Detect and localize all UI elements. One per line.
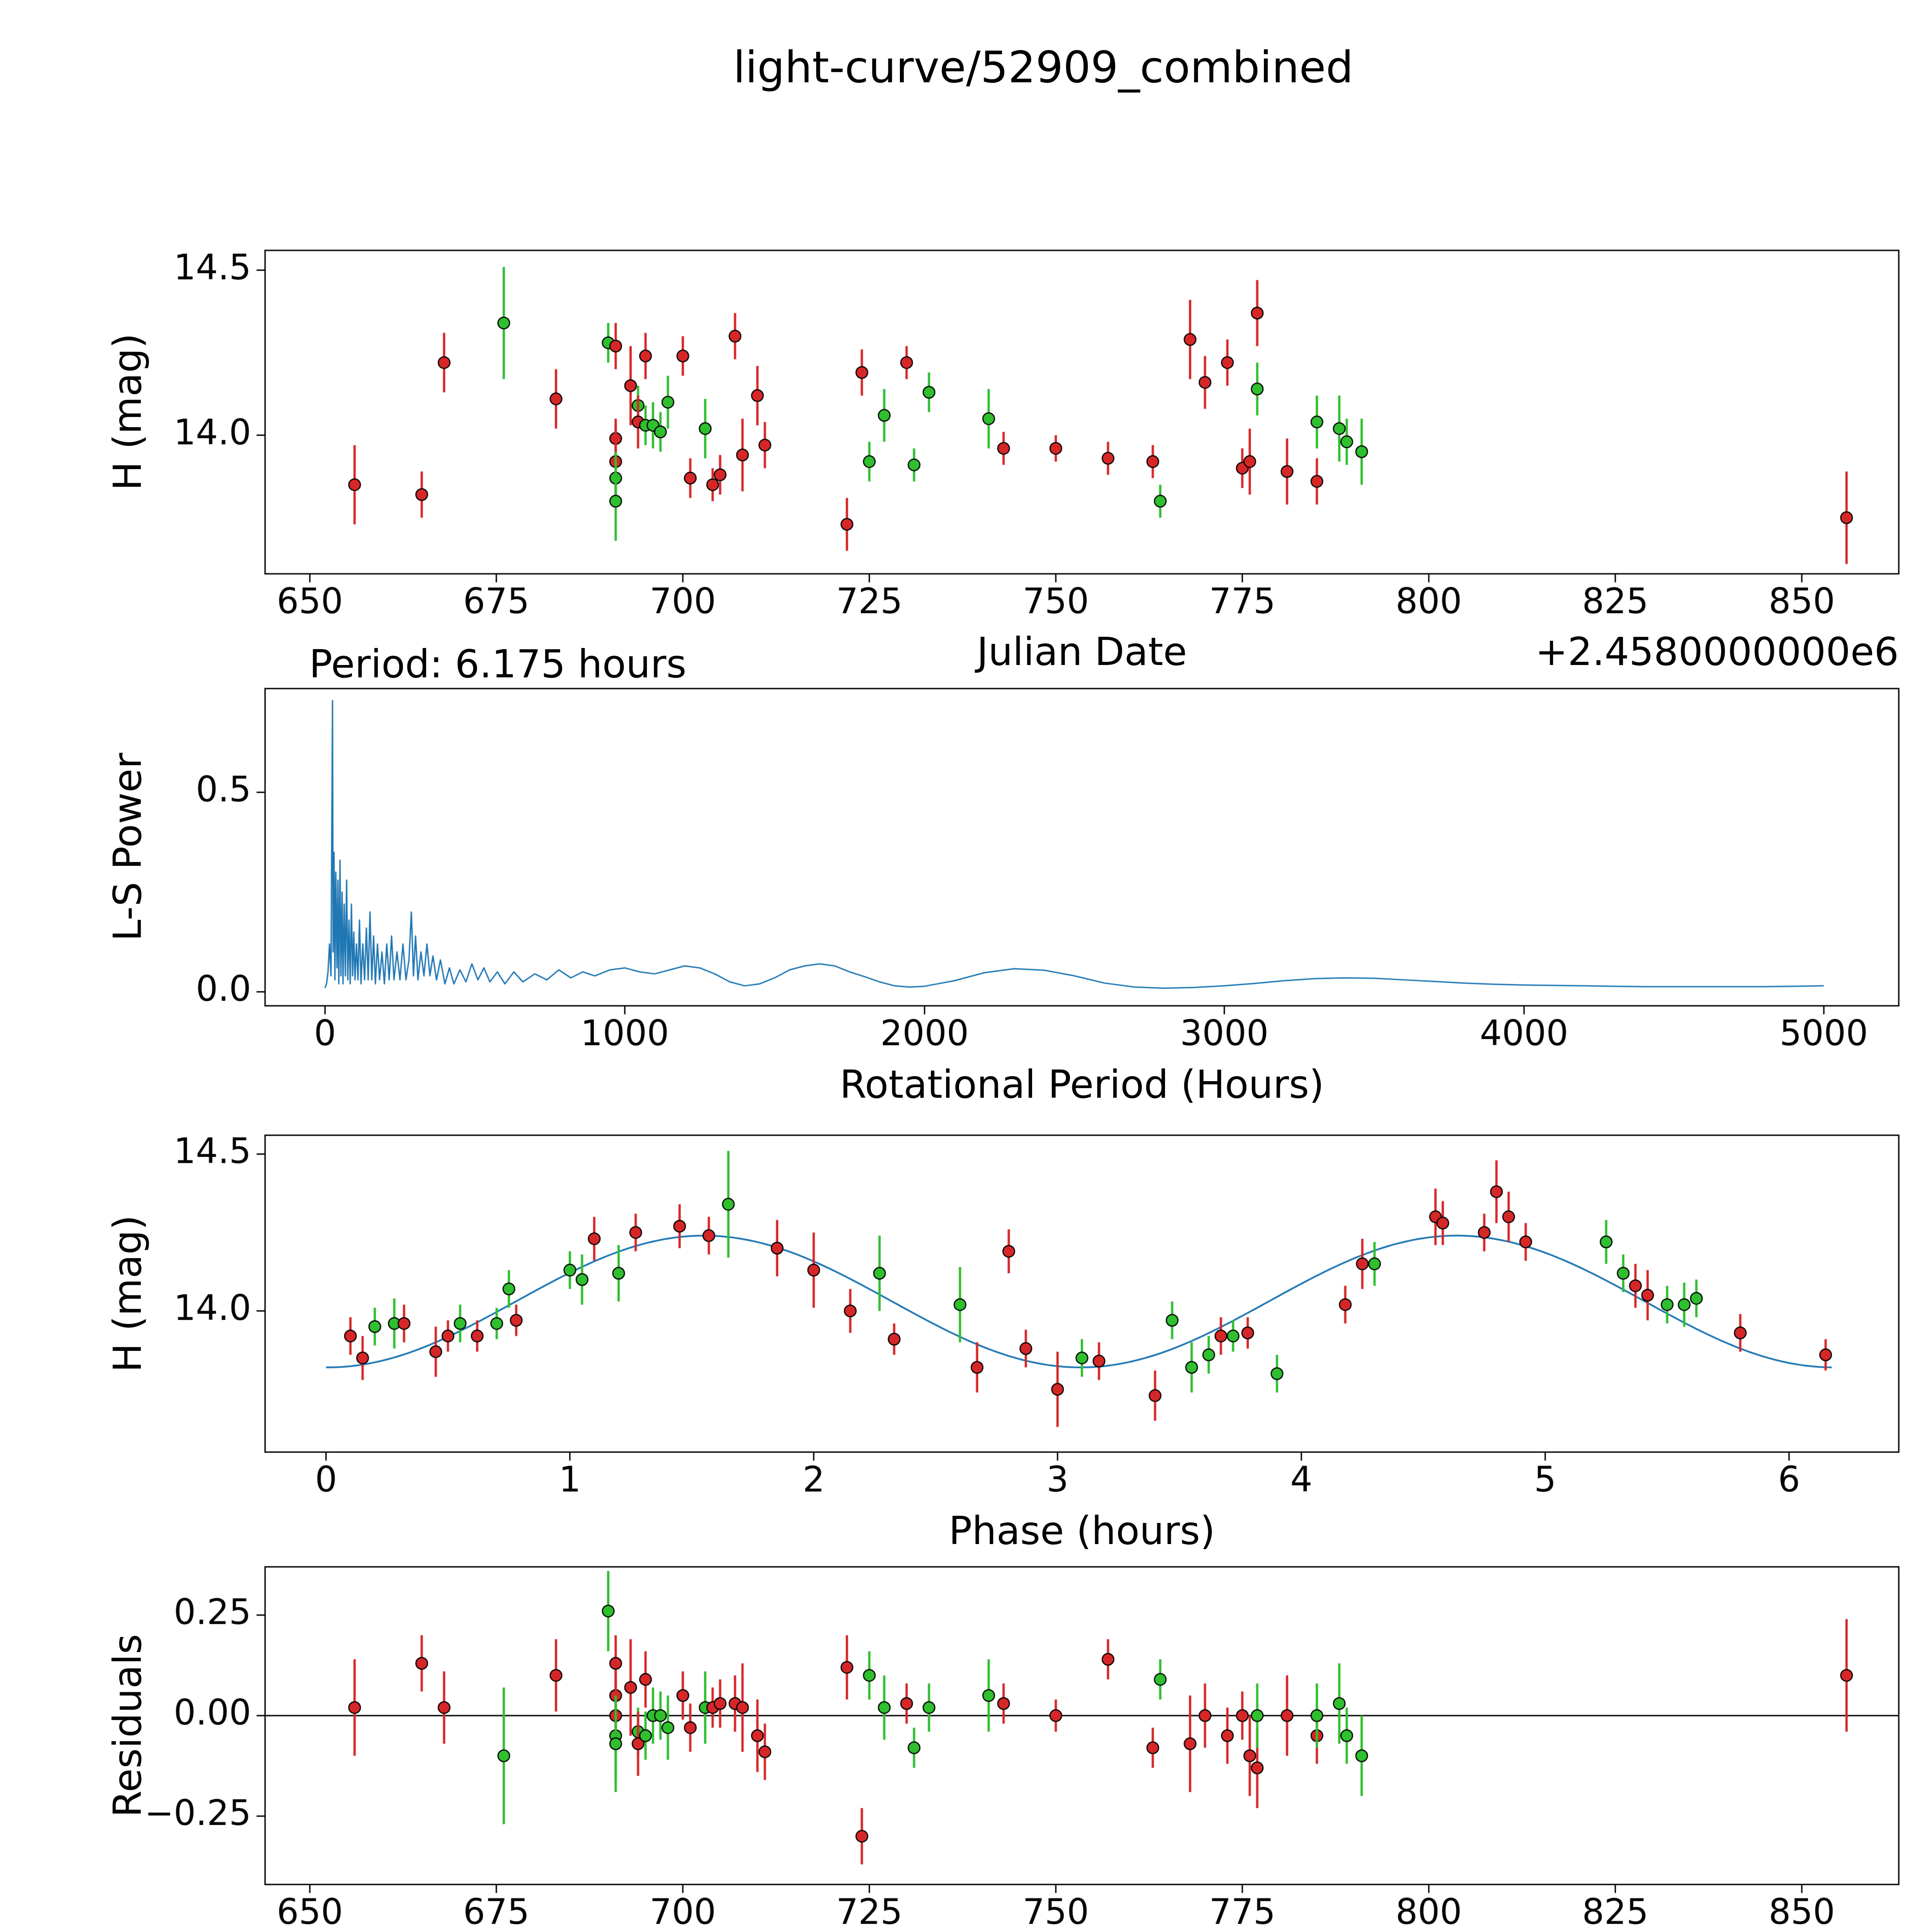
panel2-y-axis-label: L-S Power xyxy=(105,753,150,941)
figure-title: light-curve/52909_combined xyxy=(733,43,1354,93)
panel2-x-axis-label: Rotational Period (Hours) xyxy=(840,1062,1324,1107)
panel3-y-axis-label: H (mag) xyxy=(105,1215,150,1372)
panel4-y-axis-label: Residuals xyxy=(105,1634,150,1818)
period-annotation: Period: 6.175 hours xyxy=(309,641,687,687)
panel1-y-axis-label: H (mag) xyxy=(105,333,150,491)
panel1-x-axis-offset: +2.4580000000e6 xyxy=(1535,629,1899,674)
panel3-x-axis-label: Phase (hours) xyxy=(949,1508,1215,1553)
panel1-x-axis-label: Julian Date xyxy=(977,629,1187,674)
